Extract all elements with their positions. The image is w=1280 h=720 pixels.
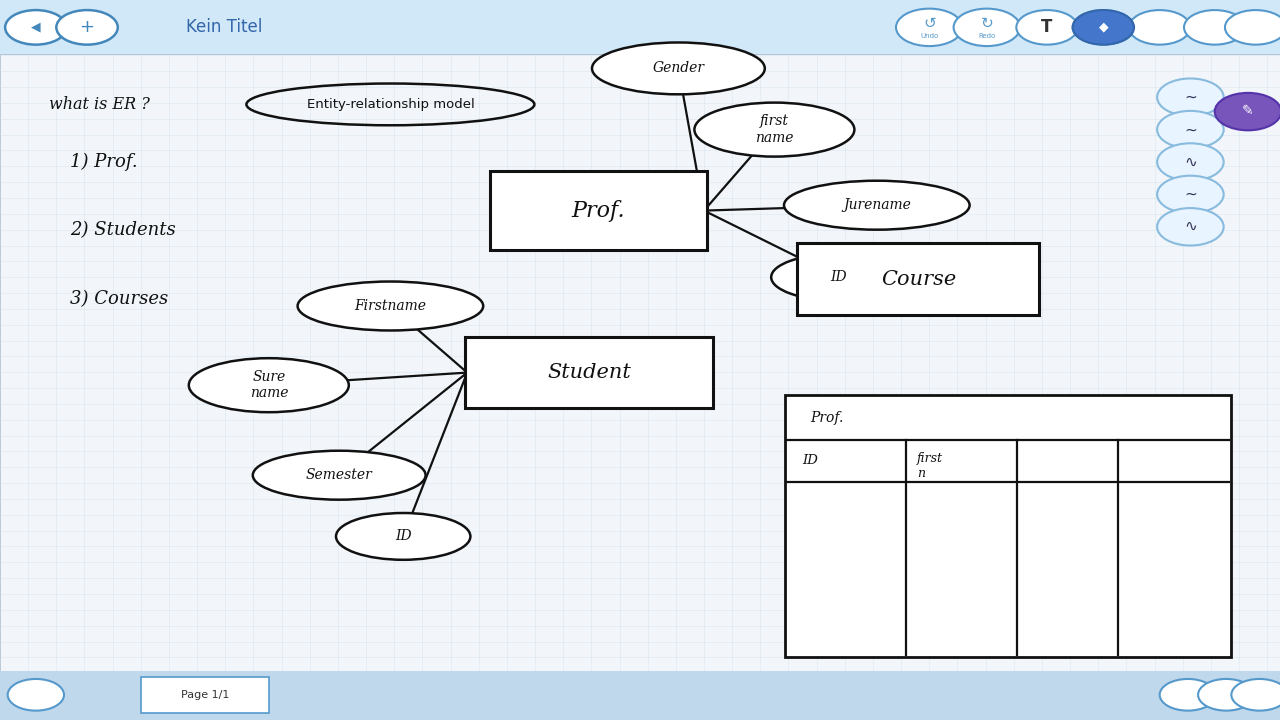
Circle shape [1157, 208, 1224, 246]
FancyBboxPatch shape [141, 677, 269, 713]
Ellipse shape [694, 102, 855, 157]
Text: Kein Titel: Kein Titel [186, 18, 262, 36]
FancyBboxPatch shape [490, 171, 707, 250]
Text: Prof.: Prof. [810, 411, 844, 425]
Circle shape [1157, 111, 1224, 148]
Circle shape [5, 10, 67, 45]
Circle shape [174, 679, 230, 711]
Text: first
n: first n [916, 452, 942, 480]
Text: ID: ID [396, 529, 411, 544]
Text: Jurename: Jurename [842, 198, 911, 212]
FancyBboxPatch shape [465, 337, 713, 408]
Text: ∿: ∿ [1184, 220, 1197, 234]
Circle shape [1231, 679, 1280, 711]
Text: Firstname: Firstname [355, 299, 426, 313]
FancyBboxPatch shape [0, 54, 1280, 673]
Circle shape [1157, 78, 1224, 116]
Text: Gender: Gender [653, 61, 704, 76]
Circle shape [1157, 143, 1224, 181]
Ellipse shape [297, 282, 484, 330]
Text: ~: ~ [1184, 90, 1197, 104]
Text: ~: ~ [1184, 122, 1197, 137]
Text: 3) Courses: 3) Courses [70, 289, 169, 308]
Ellipse shape [189, 358, 348, 412]
Circle shape [1073, 10, 1134, 45]
Text: Student: Student [547, 363, 631, 382]
Text: ~: ~ [1184, 187, 1197, 202]
Text: ID: ID [831, 270, 846, 284]
Text: Page 1/1: Page 1/1 [180, 690, 229, 700]
Text: T: T [1042, 18, 1052, 36]
Circle shape [1073, 10, 1134, 45]
Ellipse shape [253, 451, 425, 500]
Text: Entity-relationship model: Entity-relationship model [306, 98, 475, 111]
Text: 2) Students: 2) Students [70, 222, 177, 239]
Circle shape [56, 10, 118, 45]
Circle shape [896, 9, 963, 46]
Circle shape [1160, 679, 1216, 711]
Text: ↺: ↺ [923, 16, 936, 30]
Text: Course: Course [881, 269, 956, 289]
Text: ID: ID [803, 454, 818, 467]
Circle shape [1129, 10, 1190, 45]
Circle shape [8, 679, 64, 711]
Text: ∿: ∿ [1184, 155, 1197, 169]
Circle shape [1225, 10, 1280, 45]
Text: ✎: ✎ [1242, 104, 1254, 119]
Circle shape [954, 9, 1020, 46]
Text: ◀: ◀ [31, 21, 41, 34]
Text: ↻: ↻ [980, 16, 993, 30]
FancyBboxPatch shape [797, 243, 1039, 315]
FancyBboxPatch shape [0, 671, 1280, 720]
FancyBboxPatch shape [0, 0, 1280, 54]
Ellipse shape [593, 42, 765, 94]
Text: +: + [79, 18, 95, 36]
Circle shape [1198, 679, 1254, 711]
Text: Redo: Redo [978, 33, 996, 39]
Circle shape [1184, 10, 1245, 45]
Text: ◆: ◆ [1098, 21, 1108, 34]
Ellipse shape [771, 254, 906, 301]
Circle shape [1016, 10, 1078, 45]
Text: what is ER ?: what is ER ? [49, 96, 150, 113]
Ellipse shape [335, 513, 471, 560]
Text: Undo: Undo [920, 33, 938, 39]
Text: Prof.: Prof. [572, 199, 625, 222]
Text: first
name: first name [755, 114, 794, 145]
Circle shape [1157, 176, 1224, 213]
Circle shape [1215, 93, 1280, 130]
Ellipse shape [785, 181, 970, 230]
FancyBboxPatch shape [785, 395, 1231, 657]
Text: Sure
name: Sure name [250, 370, 288, 400]
Text: 1) Prof.: 1) Prof. [70, 153, 138, 171]
Text: Semester: Semester [306, 468, 372, 482]
